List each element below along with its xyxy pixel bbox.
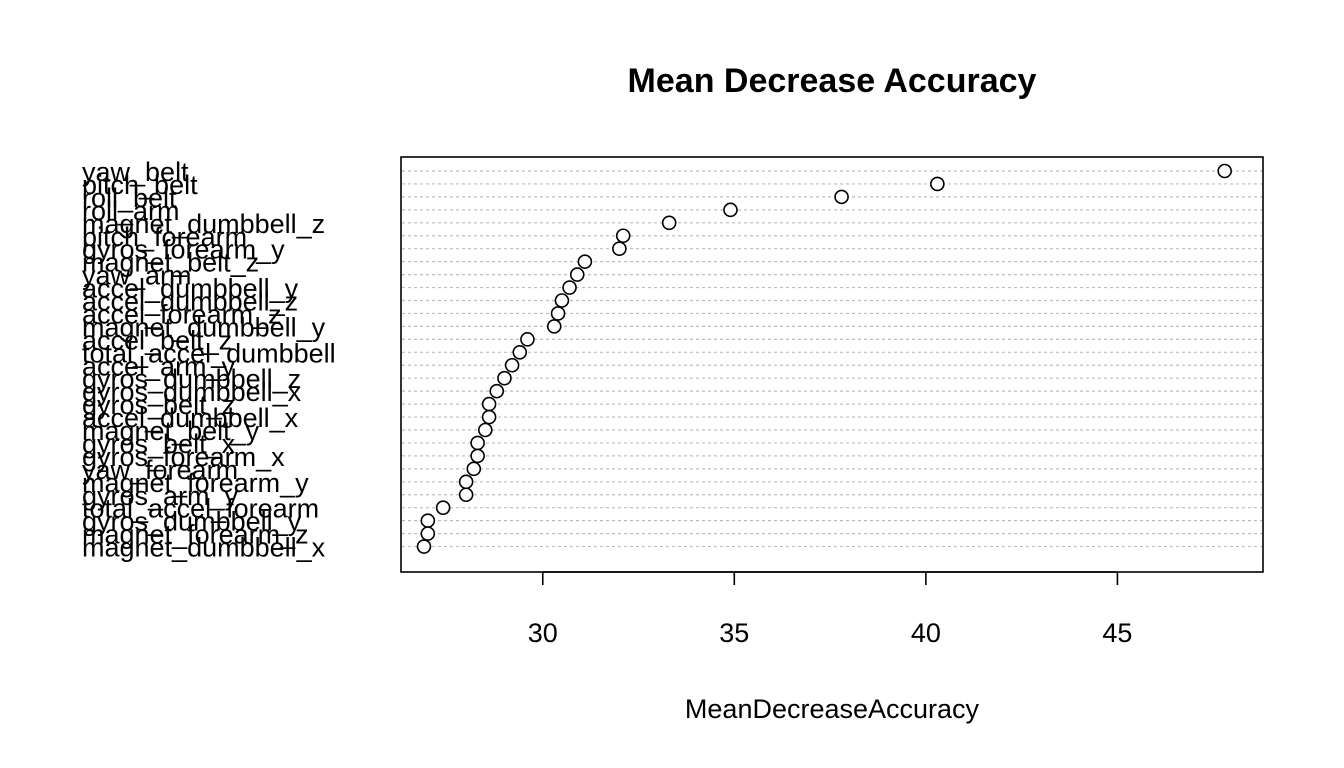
data-point [504, 357, 520, 373]
variable-label: magnet_belt_z [82, 248, 259, 278]
variable-label: accel_dumbbell_y [82, 274, 299, 304]
x-tick-label: 40 [911, 618, 941, 648]
data-point [470, 435, 485, 451]
variable-label: yaw_belt [82, 157, 189, 187]
data-points [416, 163, 1232, 554]
data-point [569, 267, 585, 282]
data-point [420, 513, 436, 528]
data-point [416, 539, 432, 554]
x-axis: 30 35 40 45 [528, 571, 1132, 648]
variable-label: total_accel_dumbbell [82, 338, 336, 368]
data-point [562, 280, 577, 295]
variable-label: accel_dumbbell_x [82, 403, 299, 433]
data-point [497, 370, 512, 386]
data-point [546, 319, 562, 334]
x-tick-label: 30 [528, 618, 558, 648]
variable-label: gyros_forearm_y [82, 235, 285, 265]
variable-label: gyros_belt_x [82, 429, 236, 459]
x-tick-label: 45 [1102, 618, 1132, 648]
data-point [554, 293, 570, 308]
data-point [481, 396, 497, 412]
variable-label: magnet_forearm_z [82, 520, 309, 550]
variable-labels: yaw_beltpitch_beltroll_beltroll_armmagne… [82, 157, 336, 563]
variable-label: gyros_belt_z [82, 390, 235, 420]
data-point [481, 409, 497, 425]
data-point [723, 202, 738, 218]
variable-label: gyros_dumbbell_y [82, 507, 302, 537]
variable-label: gyros_dumbbell_x [82, 377, 302, 407]
data-point [435, 500, 451, 516]
x-tick-label: 35 [719, 618, 749, 648]
variable-label: accel_arm_y [82, 351, 236, 381]
data-point [612, 241, 627, 256]
variable-label: magnet_dumbbell_y [82, 312, 326, 342]
variable-label: gyros_arm_y [82, 481, 239, 511]
data-point [489, 383, 505, 399]
data-point [577, 254, 593, 269]
guide-lines [402, 170, 1262, 548]
variable-label: magnet_dumbbell_z [82, 209, 325, 239]
data-point [466, 461, 482, 477]
variable-label: yaw_arm [82, 261, 192, 291]
data-point [458, 474, 474, 490]
variable-label: accel_dumbbell_z [82, 287, 298, 317]
data-point [470, 448, 485, 464]
data-point [520, 332, 535, 347]
variable-label: yaw_forearm [82, 455, 238, 485]
variable-label: accel_belt_z [82, 325, 232, 355]
chart-title: Mean Decrease Accuracy [628, 62, 1037, 100]
variable-label: roll_arm [82, 196, 180, 226]
data-point [615, 228, 631, 244]
data-point [1217, 163, 1232, 179]
data-point [477, 422, 493, 438]
variable-label: magnet_belt_y [82, 416, 260, 446]
variable-label: gyros_forearm_x [82, 442, 285, 472]
variable-label: total_accel_forearm [82, 494, 319, 524]
variable-label: pitch_belt [82, 170, 198, 200]
variable-label: gyros_dumbbell_z [82, 364, 301, 394]
variable-label: accel_forearm_z [82, 299, 282, 329]
plot-frame [400, 156, 1264, 573]
data-point [550, 306, 566, 321]
x-axis-label: MeanDecreaseAccuracy [685, 694, 980, 724]
data-point [512, 344, 528, 360]
data-point [930, 176, 945, 192]
data-point [420, 526, 436, 541]
variable-label: magnet_forearm_y [82, 468, 309, 498]
data-point [458, 487, 474, 503]
data-point [834, 189, 849, 205]
variable-label: magnet_dumbbell_x [82, 533, 326, 563]
variable-label: pitch_forearm [82, 222, 247, 252]
data-point [661, 215, 677, 231]
variable-label: roll_belt [82, 183, 177, 213]
